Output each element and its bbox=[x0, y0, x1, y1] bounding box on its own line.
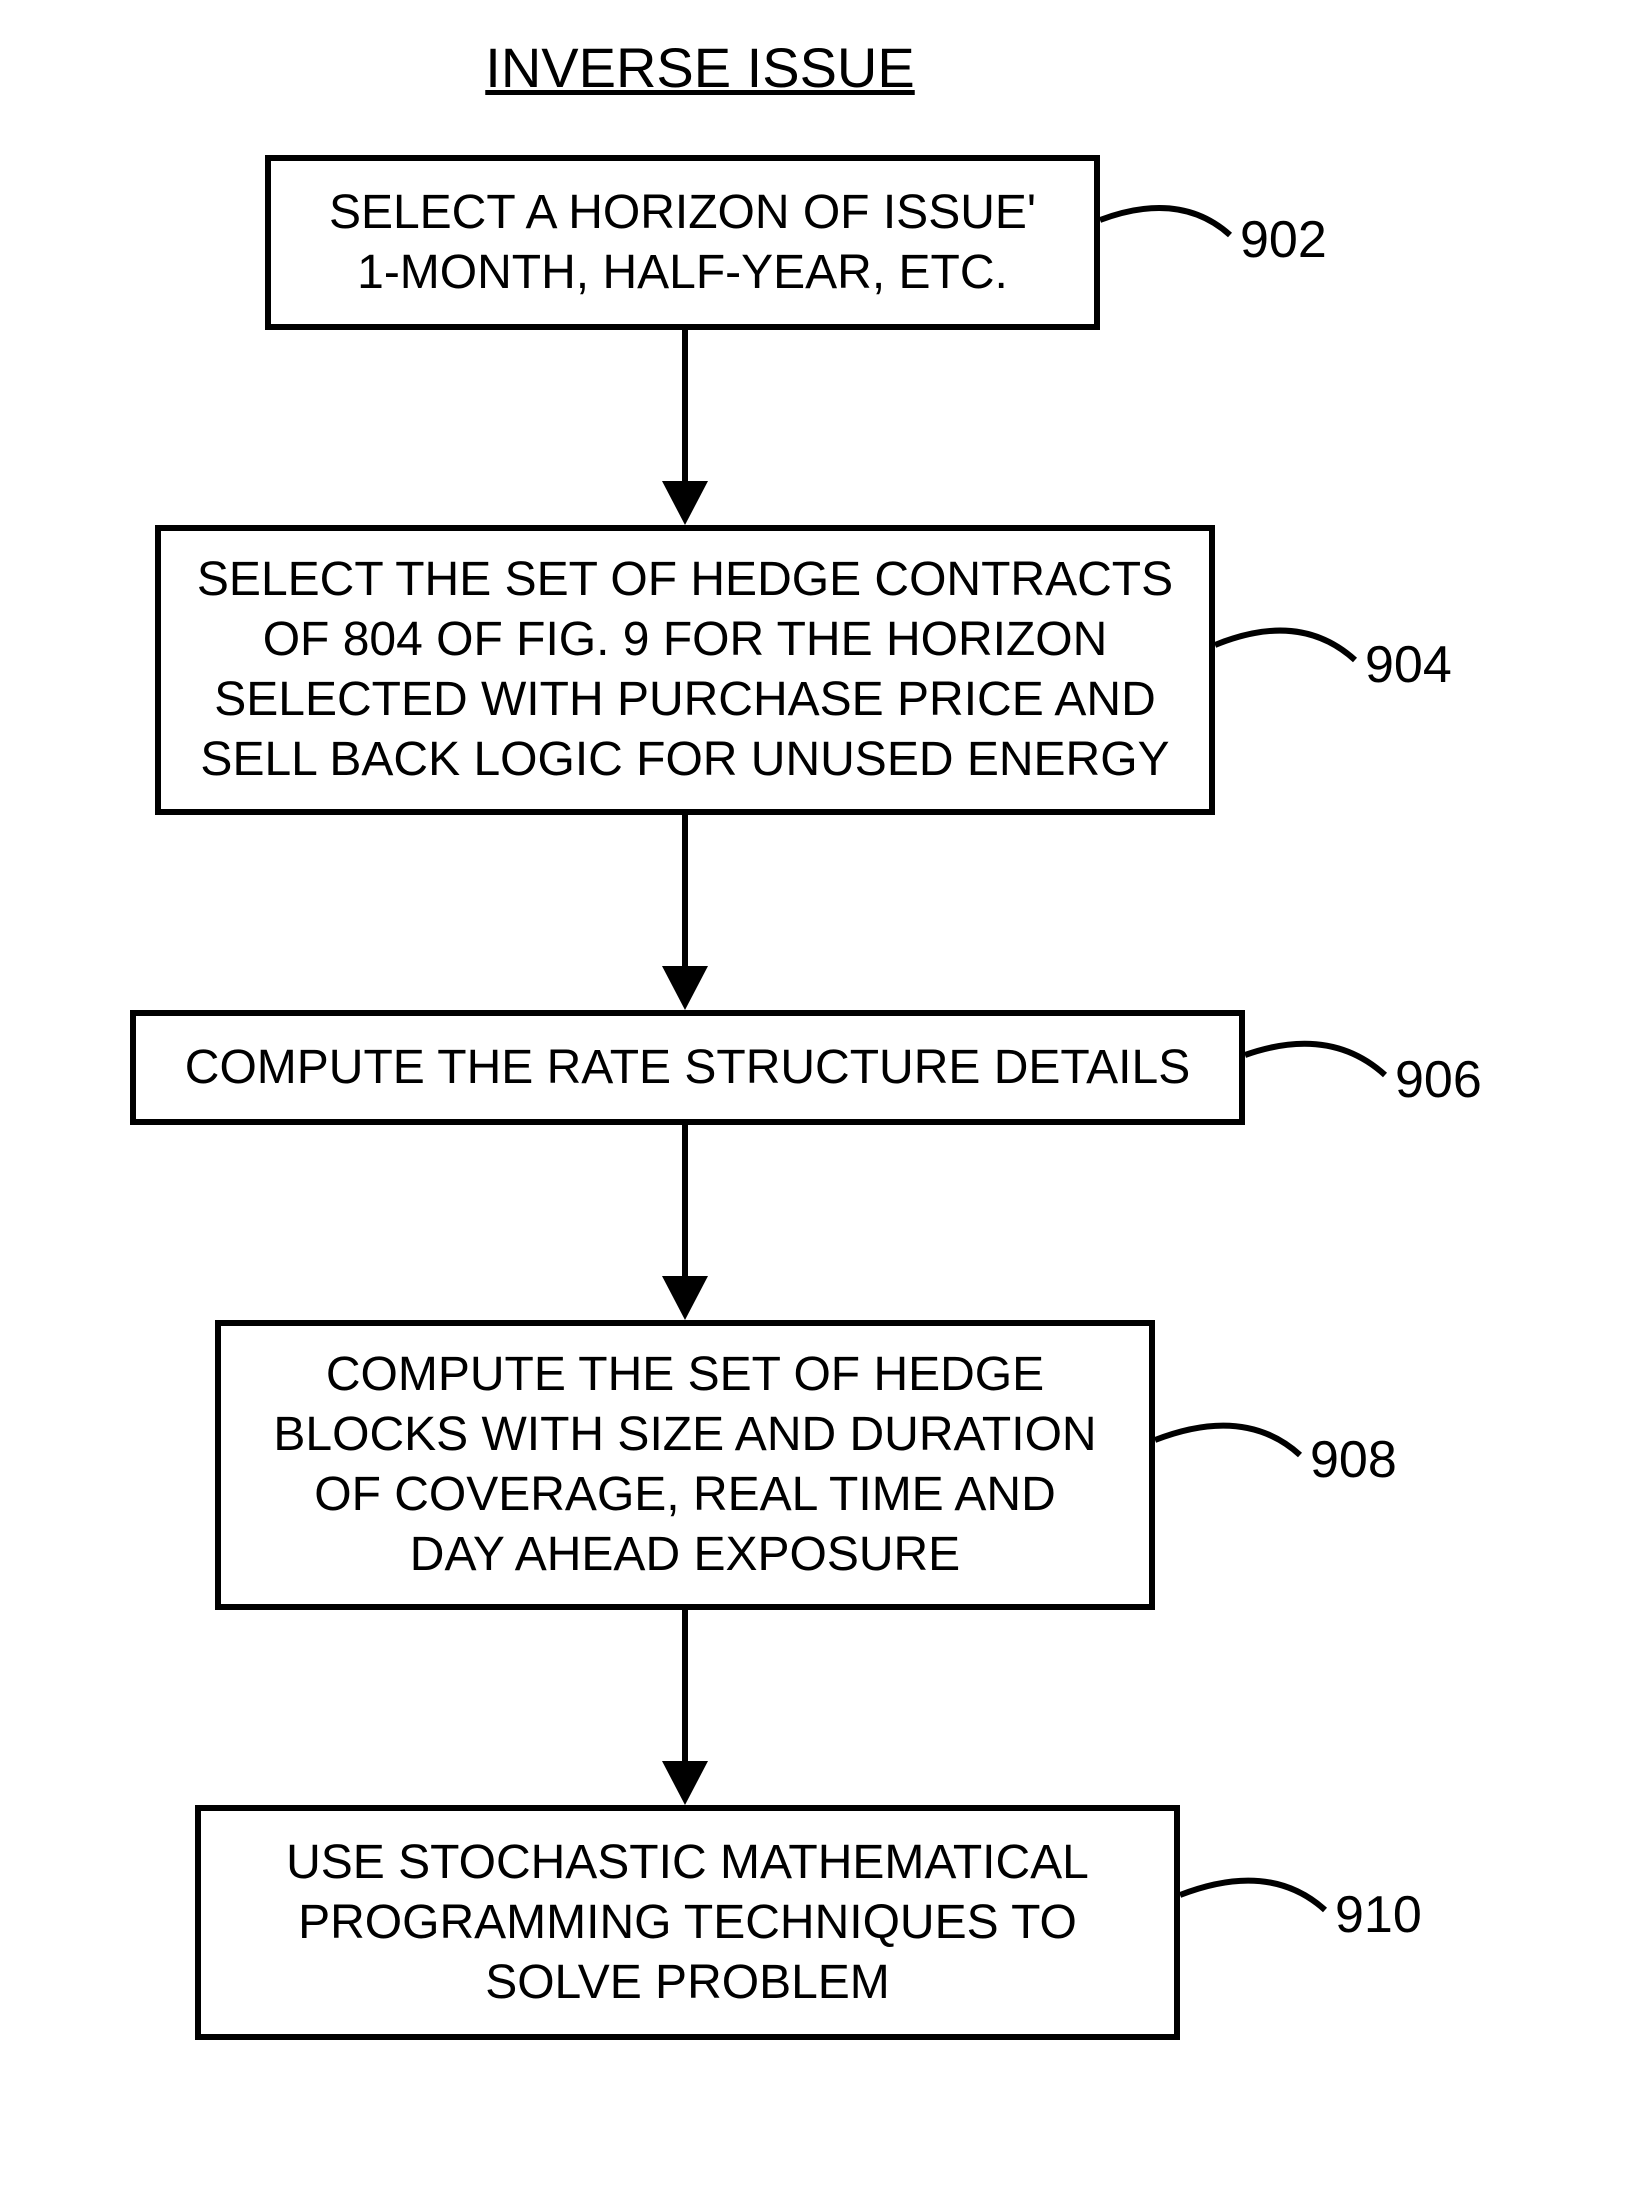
arrow-head-icon bbox=[662, 966, 708, 1010]
arrow-head-icon bbox=[662, 1276, 708, 1320]
leader-line-904 bbox=[1205, 600, 1365, 670]
ref-number-910: 910 bbox=[1335, 1885, 1422, 1945]
step-text: SELECT A HORIZON OF ISSUE'1-MONTH, HALF-… bbox=[311, 183, 1054, 303]
flowchart-step-910: USE STOCHASTIC MATHEMATICALPROGRAMMING T… bbox=[195, 1805, 1180, 2040]
step-text-line: COMPUTE THE RATE STRUCTURE DETAILS bbox=[185, 1038, 1190, 1098]
step-text-line: SOLVE PROBLEM bbox=[286, 1953, 1089, 2013]
step-text-line: USE STOCHASTIC MATHEMATICAL bbox=[286, 1833, 1089, 1893]
leader-line-908 bbox=[1145, 1395, 1310, 1465]
step-text-line: PROGRAMMING TECHNIQUES TO bbox=[286, 1893, 1089, 1953]
step-text-line: 1-MONTH, HALF-YEAR, ETC. bbox=[329, 243, 1036, 303]
arrow-3 bbox=[682, 1125, 688, 1276]
leader-line-902 bbox=[1090, 180, 1240, 245]
arrow-4 bbox=[682, 1610, 688, 1761]
leader-line-910 bbox=[1170, 1850, 1335, 1920]
step-text-line: SELECT THE SET OF HEDGE CONTRACTS bbox=[197, 550, 1173, 610]
flowchart-canvas: INVERSE ISSUE SELECT A HORIZON OF ISSUE'… bbox=[0, 0, 1626, 2193]
flowchart-step-904: SELECT THE SET OF HEDGE CONTRACTSOF 804 … bbox=[155, 525, 1215, 815]
ref-number-908: 908 bbox=[1310, 1430, 1397, 1490]
flowchart-step-902: SELECT A HORIZON OF ISSUE'1-MONTH, HALF-… bbox=[265, 155, 1100, 330]
arrow-head-icon bbox=[662, 1761, 708, 1805]
step-text: COMPUTE THE RATE STRUCTURE DETAILS bbox=[167, 1038, 1208, 1098]
step-text-line: DAY AHEAD EXPOSURE bbox=[273, 1525, 1096, 1585]
leader-line-906 bbox=[1235, 1015, 1395, 1085]
flowchart-step-906: COMPUTE THE RATE STRUCTURE DETAILS bbox=[130, 1010, 1245, 1125]
step-text-line: BLOCKS WITH SIZE AND DURATION bbox=[273, 1405, 1096, 1465]
step-text-line: SELECT A HORIZON OF ISSUE' bbox=[329, 183, 1036, 243]
step-text: COMPUTE THE SET OF HEDGEBLOCKS WITH SIZE… bbox=[255, 1345, 1114, 1585]
step-text-line: OF 804 OF FIG. 9 FOR THE HORIZON bbox=[197, 610, 1173, 670]
step-text: USE STOCHASTIC MATHEMATICALPROGRAMMING T… bbox=[268, 1833, 1107, 2013]
step-text-line: OF COVERAGE, REAL TIME AND bbox=[273, 1465, 1096, 1525]
ref-number-904: 904 bbox=[1365, 635, 1452, 695]
diagram-title: INVERSE ISSUE bbox=[450, 35, 950, 100]
arrow-1 bbox=[682, 330, 688, 481]
step-text-line: SELECTED WITH PURCHASE PRICE AND bbox=[197, 670, 1173, 730]
step-text-line: COMPUTE THE SET OF HEDGE bbox=[273, 1345, 1096, 1405]
ref-number-906: 906 bbox=[1395, 1050, 1482, 1110]
ref-number-902: 902 bbox=[1240, 210, 1327, 270]
step-text-line: SELL BACK LOGIC FOR UNUSED ENERGY bbox=[197, 730, 1173, 790]
flowchart-step-908: COMPUTE THE SET OF HEDGEBLOCKS WITH SIZE… bbox=[215, 1320, 1155, 1610]
step-text: SELECT THE SET OF HEDGE CONTRACTSOF 804 … bbox=[179, 550, 1191, 790]
arrow-2 bbox=[682, 815, 688, 966]
arrow-head-icon bbox=[662, 481, 708, 525]
